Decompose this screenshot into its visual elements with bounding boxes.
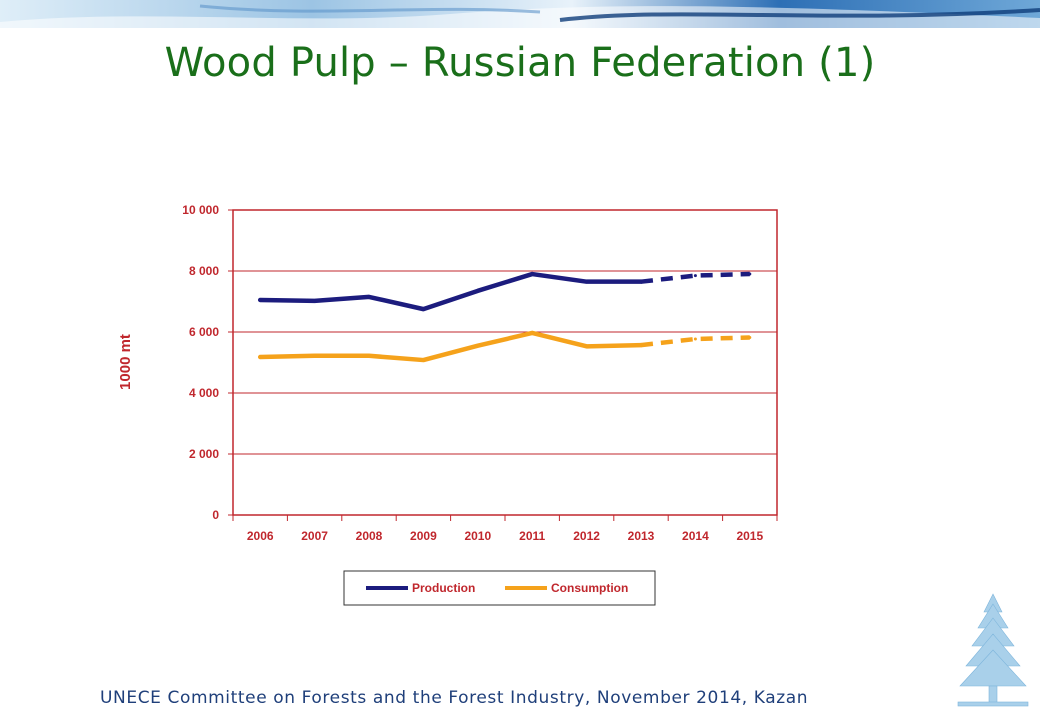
x-tick-label: 2012 bbox=[573, 529, 600, 543]
data-point-production bbox=[693, 274, 697, 278]
slide-footer: UNECE Committee on Forests and the Fores… bbox=[100, 688, 809, 708]
y-tick-label: 2 000 bbox=[189, 447, 219, 461]
gridlines bbox=[233, 270, 777, 455]
data-point-consumption bbox=[530, 331, 534, 335]
data-point-consumption bbox=[585, 344, 589, 348]
x-tick-label: 2011 bbox=[519, 529, 545, 543]
data-point-production bbox=[476, 289, 480, 293]
series-line-consumption bbox=[257, 330, 644, 363]
data-point-consumption bbox=[639, 343, 643, 347]
x-axis-ticks: 2006 2007 2008 2009 2010 2011 2012 2013 2014 2015 bbox=[232, 515, 778, 543]
data-point-consumption bbox=[748, 335, 752, 339]
data-point-consumption bbox=[367, 354, 371, 358]
data-point-production bbox=[585, 280, 589, 284]
data-point-consumption bbox=[313, 354, 317, 358]
y-axis-ticks: 0 2 000 4 000 6 000 8 000 10 000 bbox=[182, 203, 233, 522]
legend-label-production: Production bbox=[412, 581, 475, 595]
series-forecast-line-consumption bbox=[640, 335, 750, 348]
y-axis-label: 1000 mt bbox=[117, 334, 134, 390]
data-point-production bbox=[367, 295, 371, 299]
decorative-banner bbox=[0, 0, 1040, 28]
y-tick-label: 0 bbox=[212, 508, 219, 522]
x-tick-label: 2007 bbox=[301, 529, 328, 543]
series-lines bbox=[257, 271, 752, 363]
y-tick-label: 8 000 bbox=[189, 264, 219, 278]
data-point-consumption bbox=[693, 337, 697, 341]
data-point-consumption bbox=[258, 355, 262, 359]
tree-logo-icon bbox=[957, 593, 1029, 707]
y-tick-label: 10 000 bbox=[182, 203, 219, 217]
data-point-consumption bbox=[476, 344, 480, 348]
y-tick-label: 4 000 bbox=[189, 386, 219, 400]
data-point-production bbox=[639, 280, 643, 284]
y-tick-label: 6 000 bbox=[189, 325, 219, 339]
data-point-production bbox=[530, 272, 534, 276]
series-forecast-line-production bbox=[640, 271, 750, 284]
line-chart: 0 2 000 4 000 6 000 8 000 10 000 2006 2007 2008… bbox=[117, 203, 778, 606]
data-point-production bbox=[421, 307, 425, 311]
x-tick-label: 2010 bbox=[464, 529, 491, 543]
x-tick-label: 2013 bbox=[628, 529, 655, 543]
x-tick-label: 2009 bbox=[410, 529, 437, 543]
data-point-production bbox=[313, 299, 317, 303]
data-point-production bbox=[748, 272, 752, 276]
slide-title: Wood Pulp – Russian Federation (1) bbox=[164, 40, 876, 86]
legend-label-consumption: Consumption bbox=[551, 581, 628, 595]
x-tick-label: 2008 bbox=[356, 529, 383, 543]
data-point-production bbox=[258, 298, 262, 302]
legend: Production Consumption bbox=[343, 570, 656, 606]
data-point-consumption bbox=[421, 358, 425, 362]
x-tick-label: 2015 bbox=[736, 529, 763, 543]
plot-area-frame bbox=[232, 209, 778, 516]
x-tick-label: 2014 bbox=[682, 529, 709, 543]
series-line-production bbox=[257, 271, 644, 312]
x-tick-label: 2006 bbox=[247, 529, 274, 543]
